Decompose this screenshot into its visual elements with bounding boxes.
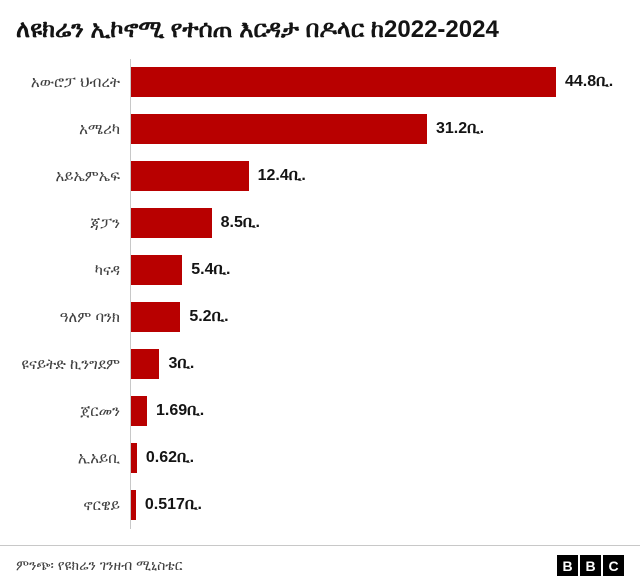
bar-row: ኢአይቢ 0.62ቢ. [16,434,624,482]
bar-label: አውሮፓ ህብረት [30,73,120,91]
bar-track: 31.2ቢ. [130,105,624,153]
bar-label: አይኤምኤፍ [55,167,120,185]
bar-value-label: 1.69ቢ. [156,402,205,420]
bar-chart: አውሮፓ ህብረት 44.8ቢ. አሜሪካ 31.2ቢ. አይኤምኤፍ 12.4… [0,55,640,545]
bar-track: 0.62ቢ. [130,434,624,482]
chart-title: ለዩክሬን ኢኮኖሚ የተሰጠ እርዳታ በዶላር ከ2022-2024 [16,16,499,43]
bar-row: ጀርመን 1.69ቢ. [16,387,624,435]
bar-track: 0.517ቢ. [130,481,624,529]
bar-track: 5.4ቢ. [130,246,624,294]
bar [131,67,556,98]
bar-label: አሜሪካ [79,120,120,138]
bar-value-label: 12.4ቢ. [257,167,306,185]
bar-track: 3ቢ. [130,340,624,388]
bar [131,161,249,192]
bar-row: አይኤምኤፍ 12.4ቢ. [16,152,624,200]
source-text: ምንጭ፡ የዩክሬን ገንዘብ ሚኒስቴር [16,557,183,573]
bar-row: ኖርዌይ 0.517ቢ. [16,481,624,529]
bar-value-label: 5.4ቢ. [191,261,231,279]
bar-value-label: 5.2ቢ. [189,308,229,326]
bar-row: ዓለም ባንክ 5.2ቢ. [16,293,624,341]
bar-value-label: 0.517ቢ. [144,496,202,514]
bar-value-label: 8.5ቢ. [220,214,260,232]
bar-row: አውሮፓ ህብረት 44.8ቢ. [16,58,624,106]
bar-track: 1.69ቢ. [130,387,624,435]
bar [131,349,160,380]
bar-row: አሜሪካ 31.2ቢ. [16,105,624,153]
bar-label: ኖርዌይ [83,496,120,514]
bar-label: ካናዳ [94,261,120,279]
bar [131,396,148,427]
bar-track: 44.8ቢ. [130,58,624,106]
bar-label: ጀርመን [80,402,120,420]
bar [131,255,183,286]
bar [131,208,212,239]
footer: ምንጭ፡ የዩክሬን ገንዘብ ሚኒስቴር B B C [0,545,640,588]
bar-track: 12.4ቢ. [130,152,624,200]
bar-track: 8.5ቢ. [130,199,624,247]
bar-label: ዓለም ባንክ [59,308,120,326]
bar-value-label: 3ቢ. [168,355,195,373]
bar [131,490,136,521]
bar-value-label: 0.62ቢ. [145,449,195,467]
bar-row: ጃፓን 8.5ቢ. [16,199,624,247]
bbc-logo-letter: B [557,555,578,576]
bar-rows: አውሮፓ ህብረት 44.8ቢ. አሜሪካ 31.2ቢ. አይኤምኤፍ 12.4… [16,58,624,529]
bbc-logo-letter: C [603,555,624,576]
bar-value-label: 44.8ቢ. [565,73,614,91]
bar-value-label: 31.2ቢ. [435,120,485,138]
bar-label: ዩናይትድ ኪንግደም [21,355,120,373]
bar [131,443,137,474]
bbc-logo-letter: B [580,555,601,576]
bar [131,302,181,333]
bar-track: 5.2ቢ. [130,293,624,341]
bar-row: ካናዳ 5.4ቢ. [16,246,624,294]
bar [131,114,427,145]
bar-label: ኢአይቢ [77,449,120,467]
bar-label: ጃፓን [90,214,120,232]
bbc-logo: B B C [557,555,624,576]
bar-row: ዩናይትድ ኪንግደም 3ቢ. [16,340,624,388]
